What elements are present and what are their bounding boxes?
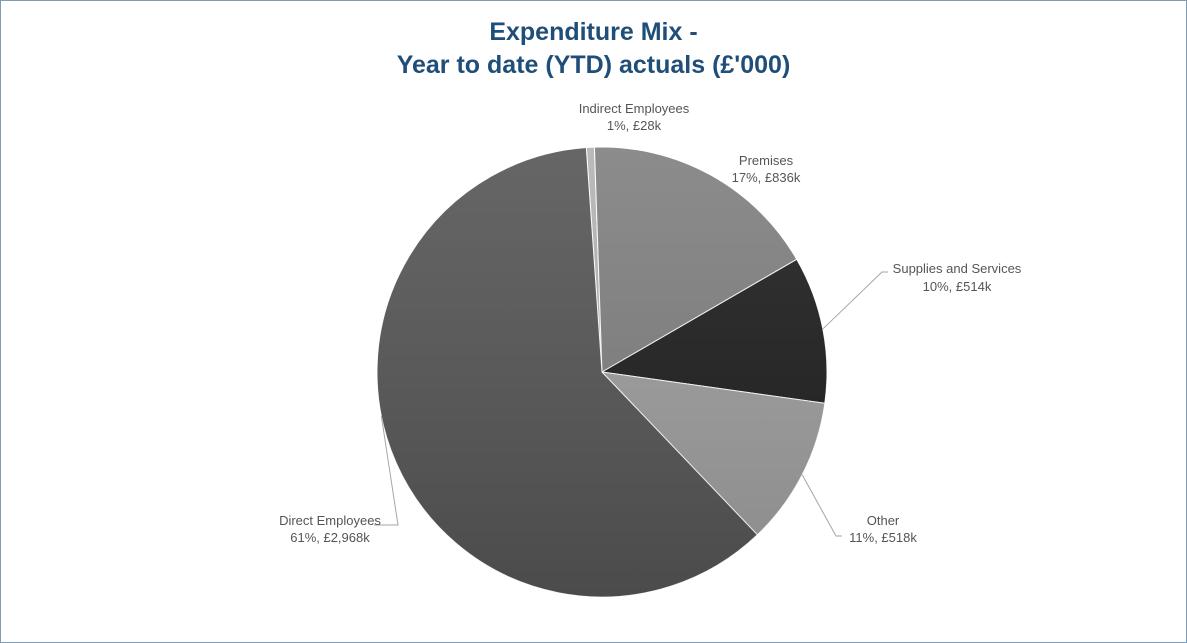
label-name-premises: Premises (739, 153, 794, 168)
label-name-other: Other (867, 513, 900, 528)
pie-gloss (377, 147, 827, 597)
leader-lines (374, 271, 888, 537)
label-name-indirect-employees: Indirect Employees (579, 101, 690, 116)
leader-line-other (801, 474, 842, 537)
chart-title: Expenditure Mix - Year to date (YTD) act… (0, 16, 1187, 82)
leader-line-supplies-and-services (822, 271, 888, 330)
label-value-indirect-employees: 1%, £28k (607, 118, 662, 133)
label-value-other: 11%, £518k (849, 530, 917, 545)
label-value-premises: 17%, £836k (732, 170, 801, 185)
pie-shading (377, 147, 827, 597)
label-value-supplies-and-services: 10%, £514k (923, 279, 992, 294)
label-name-supplies-and-services: Supplies and Services (893, 261, 1022, 276)
label-name-direct-employees: Direct Employees (279, 513, 381, 528)
label-value-direct-employees: 61%, £2,968k (290, 530, 370, 545)
chart-title-line1: Expenditure Mix - (489, 18, 698, 46)
chart-title-line2: Year to date (YTD) actuals (£'000) (396, 51, 791, 79)
leader-line-direct-employees (374, 415, 399, 526)
